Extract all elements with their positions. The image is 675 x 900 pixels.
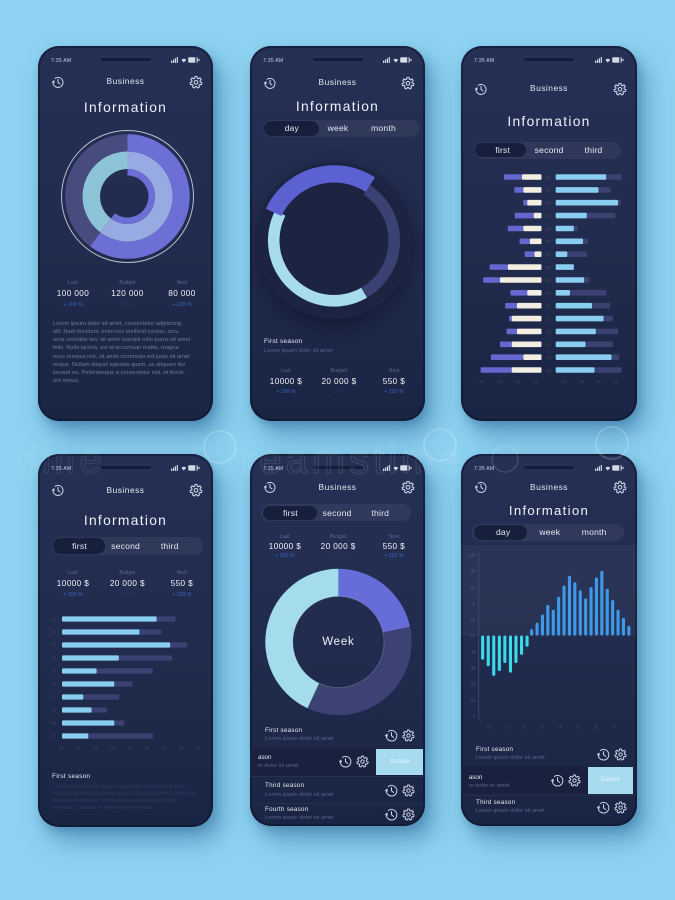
- svg-text:3: 3: [541, 724, 544, 729]
- svg-text:10: 10: [51, 734, 56, 739]
- svg-text:70: 70: [471, 601, 476, 606]
- svg-text:1: 1: [505, 724, 508, 729]
- svg-text:16: 16: [546, 368, 552, 373]
- svg-text:60: 60: [471, 617, 476, 622]
- svg-text:09: 09: [546, 278, 552, 283]
- svg-text:100: 100: [468, 553, 476, 558]
- svg-text:04: 04: [51, 656, 56, 661]
- svg-text:4: 4: [559, 724, 562, 729]
- svg-text:40: 40: [471, 649, 476, 654]
- svg-text:05: 05: [546, 226, 552, 231]
- svg-text:03: 03: [546, 201, 552, 206]
- svg-text:08: 08: [546, 265, 552, 270]
- svg-text:14: 14: [546, 342, 552, 347]
- svg-text:04: 04: [546, 213, 552, 218]
- svg-text:03: 03: [51, 643, 56, 648]
- svg-text:07: 07: [546, 252, 552, 257]
- svg-text:0: 0: [473, 714, 476, 719]
- svg-text:08: 08: [51, 708, 56, 713]
- svg-text:30: 30: [471, 666, 476, 671]
- svg-text:0: 0: [487, 724, 490, 729]
- svg-text:11: 11: [546, 304, 551, 309]
- svg-text:02: 02: [546, 188, 552, 193]
- svg-text:09: 09: [51, 721, 56, 726]
- svg-text:90: 90: [471, 569, 476, 574]
- svg-text:01: 01: [51, 617, 56, 622]
- svg-text:05: 05: [51, 669, 56, 674]
- svg-text:02: 02: [51, 630, 56, 635]
- svg-text:01: 01: [546, 175, 552, 180]
- svg-text:2: 2: [523, 724, 526, 729]
- svg-text:07: 07: [51, 695, 56, 700]
- svg-text:10: 10: [546, 291, 552, 296]
- svg-text:06: 06: [546, 239, 552, 244]
- svg-text:15: 15: [546, 355, 552, 360]
- svg-text:10: 10: [471, 698, 476, 703]
- svg-text:80: 80: [471, 585, 476, 590]
- svg-text:5: 5: [577, 724, 580, 729]
- svg-text:20: 20: [471, 682, 476, 687]
- svg-text:06: 06: [51, 682, 56, 687]
- svg-text:13: 13: [546, 329, 552, 334]
- svg-text:6: 6: [595, 724, 598, 729]
- svg-text:50: 50: [471, 633, 476, 638]
- svg-text:12: 12: [546, 316, 552, 321]
- svg-text:7: 7: [612, 724, 615, 729]
